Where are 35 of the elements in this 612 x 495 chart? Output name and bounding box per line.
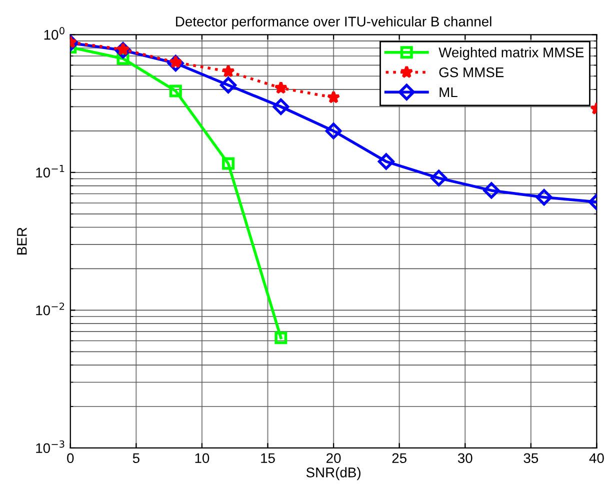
legend-label: Weighted matrix MMSE <box>438 47 584 60</box>
x-tick-label: 0 <box>67 453 74 464</box>
point <box>169 84 182 98</box>
point <box>220 76 237 94</box>
legend-label: GS MMSE <box>439 67 504 78</box>
chart-title: Detector performance over ITU-vehicular B channel <box>176 16 492 30</box>
x-tick-label: 40 <box>589 453 604 464</box>
x-tick-label: 25 <box>392 453 406 464</box>
point <box>326 90 340 104</box>
point <box>325 122 342 140</box>
y-axis-title: BER <box>17 228 27 254</box>
point <box>222 157 235 170</box>
x-tick-label: 10 <box>195 453 210 464</box>
point <box>274 332 288 344</box>
point <box>116 52 130 65</box>
point <box>536 189 552 206</box>
point <box>430 170 448 186</box>
y-tick-label: 10$^{0}$ <box>44 27 64 40</box>
point <box>483 182 500 199</box>
x-tick-label: 5 <box>132 453 140 464</box>
point <box>114 42 132 59</box>
legend-label: ML <box>440 87 458 97</box>
x-tick-label: 15 <box>261 453 275 464</box>
x-tick-label: 20 <box>326 453 341 464</box>
point <box>378 153 394 170</box>
point <box>272 98 290 115</box>
x-tick-label: 30 <box>458 453 472 464</box>
x-tick-label: 35 <box>524 453 538 464</box>
y-tick-label: 10$^{−3}$ <box>36 440 64 454</box>
y-tick-label: 10$^{−1}$ <box>36 164 64 178</box>
y-tick-label: 10$^{−2}$ <box>36 302 64 316</box>
point <box>222 64 235 78</box>
x-axis-title: SNR(dB) <box>306 467 360 480</box>
point <box>274 81 288 94</box>
point <box>167 54 184 72</box>
